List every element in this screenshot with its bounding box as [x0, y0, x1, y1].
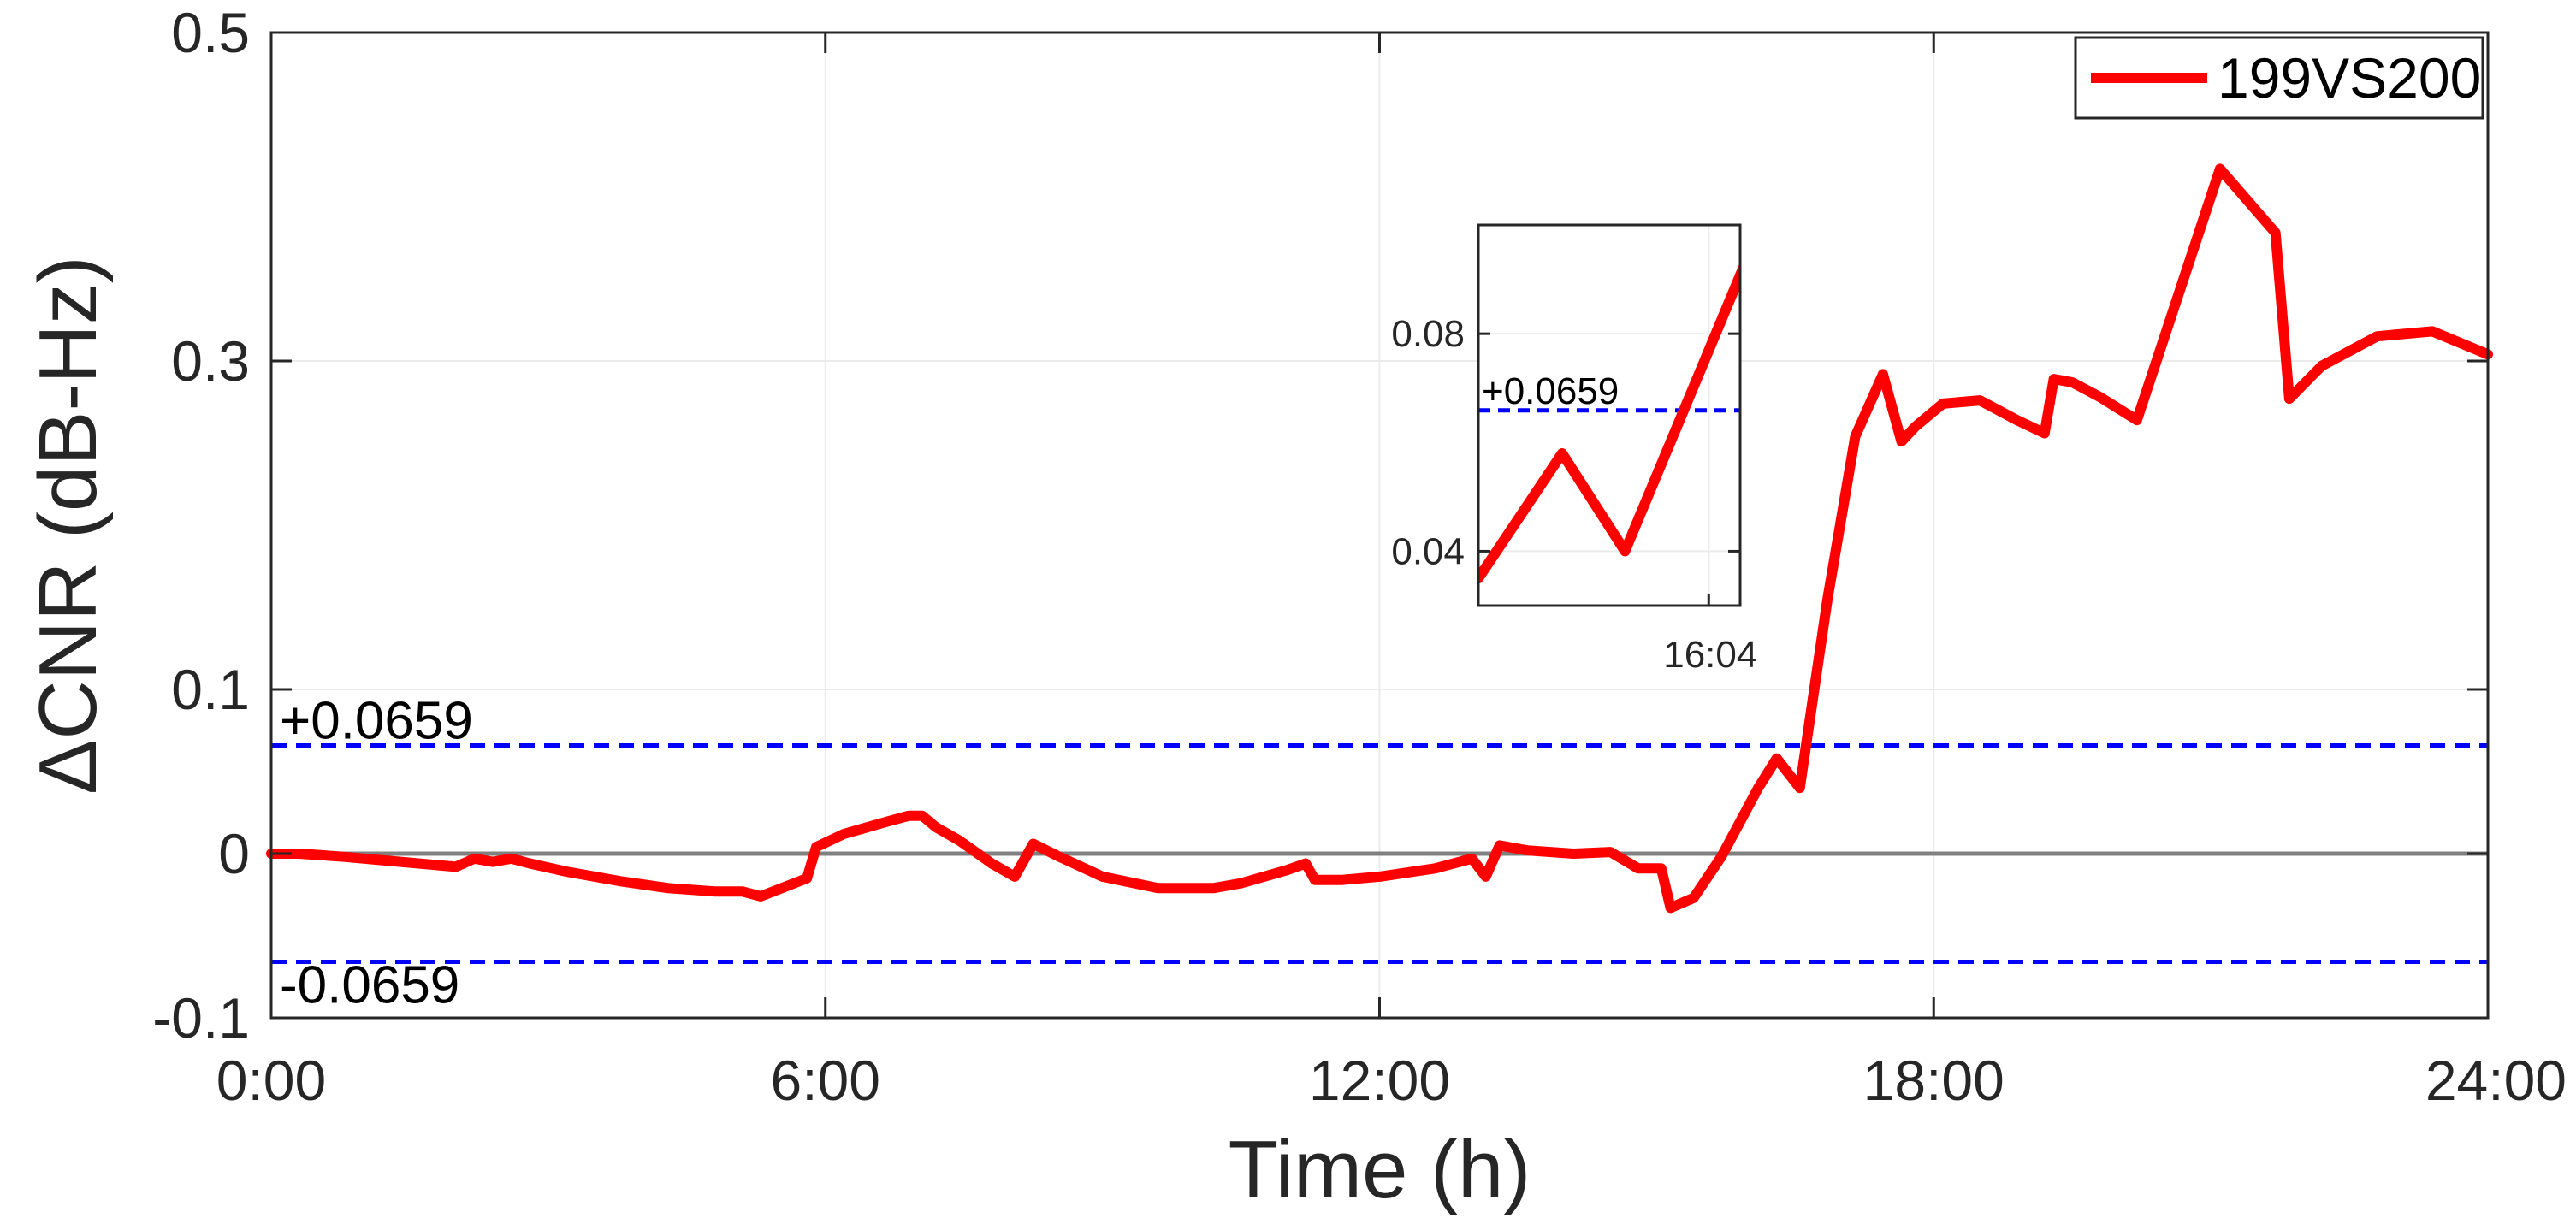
threshold-label: -0.0659	[280, 956, 459, 1015]
inset-x-tick-label: 16:04	[1663, 634, 1757, 676]
y-tick-label: 0.3	[171, 329, 250, 393]
inset-frame	[1477, 223, 1742, 607]
x-tick-label: 6:00	[771, 1049, 880, 1112]
y-tick-label: -0.1	[152, 986, 250, 1050]
main-plot: +0.0659 -0.0659 0:00 6:00 12:00 18:00 24:00 -0.…	[22, 1, 2567, 1215]
inset-content	[1478, 262, 1740, 584]
x-axis-title: Time (h)	[1229, 1124, 1531, 1215]
y-tick-label: 0.1	[171, 658, 250, 721]
inset-y-tick-label: 0.08	[1391, 313, 1465, 355]
legend: 199VS200	[2074, 36, 2484, 120]
inset-series-line	[1478, 262, 1740, 584]
y-tick-label: 0.5	[171, 1, 250, 64]
x-tick-label: 12:00	[1309, 1049, 1450, 1112]
series-line	[266, 163, 2493, 914]
inset-y-tick-label: 0.04	[1391, 530, 1465, 572]
threshold-label: +0.0659	[280, 691, 473, 750]
inset-plot: +0.0659 16:04 0.04 0.08	[1391, 223, 1757, 676]
inset-background	[1478, 225, 1740, 606]
y-axis-title: ΔCNR (dB-Hz)	[22, 256, 114, 794]
legend-label: 199VS200	[2218, 46, 2481, 109]
x-tick-label: 18:00	[1863, 1049, 2005, 1112]
x-tick-label: 24:00	[2425, 1049, 2567, 1112]
y-tick-label: 0	[218, 822, 250, 885]
x-tick-label: 0:00	[216, 1049, 326, 1112]
inset-threshold-label: +0.0659	[1482, 370, 1619, 412]
